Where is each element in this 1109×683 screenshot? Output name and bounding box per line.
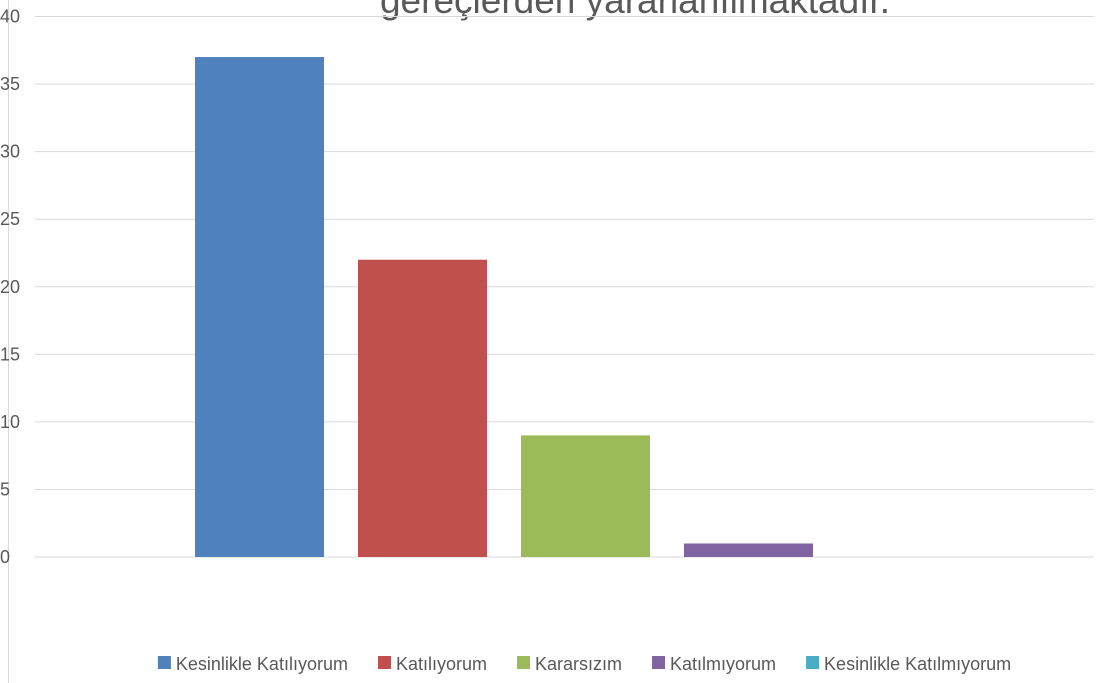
legend-swatch bbox=[377, 656, 391, 669]
y-tick-label: 25 bbox=[0, 209, 20, 229]
y-tick-label: 10 bbox=[0, 412, 20, 432]
legend-swatch bbox=[157, 656, 171, 669]
y-tick-label: 35 bbox=[0, 74, 20, 94]
legend-label: Katılıyorum bbox=[396, 654, 487, 674]
bar bbox=[521, 435, 650, 557]
y-tick-label: 15 bbox=[0, 344, 20, 364]
legend-swatch bbox=[806, 656, 820, 669]
bar bbox=[684, 543, 813, 557]
y-tick-label: 0 bbox=[0, 547, 10, 567]
legend-label: Katılmıyorum bbox=[670, 654, 776, 674]
legend-swatch bbox=[517, 656, 530, 669]
legend-label: Kesinlikle Katılmıyorum bbox=[824, 654, 1011, 674]
y-tick-label: 5 bbox=[0, 479, 10, 499]
legend-label: Kararsızım bbox=[535, 654, 622, 674]
y-tick-label: 20 bbox=[0, 277, 20, 297]
chart-title: gereçlerden yararlanılmaktadır. bbox=[380, 0, 890, 21]
legend-label: Kesinlikle Katılıyorum bbox=[176, 654, 348, 674]
y-tick-label: 40 bbox=[0, 7, 20, 27]
y-tick-label: 30 bbox=[0, 142, 20, 162]
bar bbox=[195, 57, 324, 557]
bar bbox=[358, 259, 487, 557]
legend-swatch bbox=[652, 656, 666, 669]
